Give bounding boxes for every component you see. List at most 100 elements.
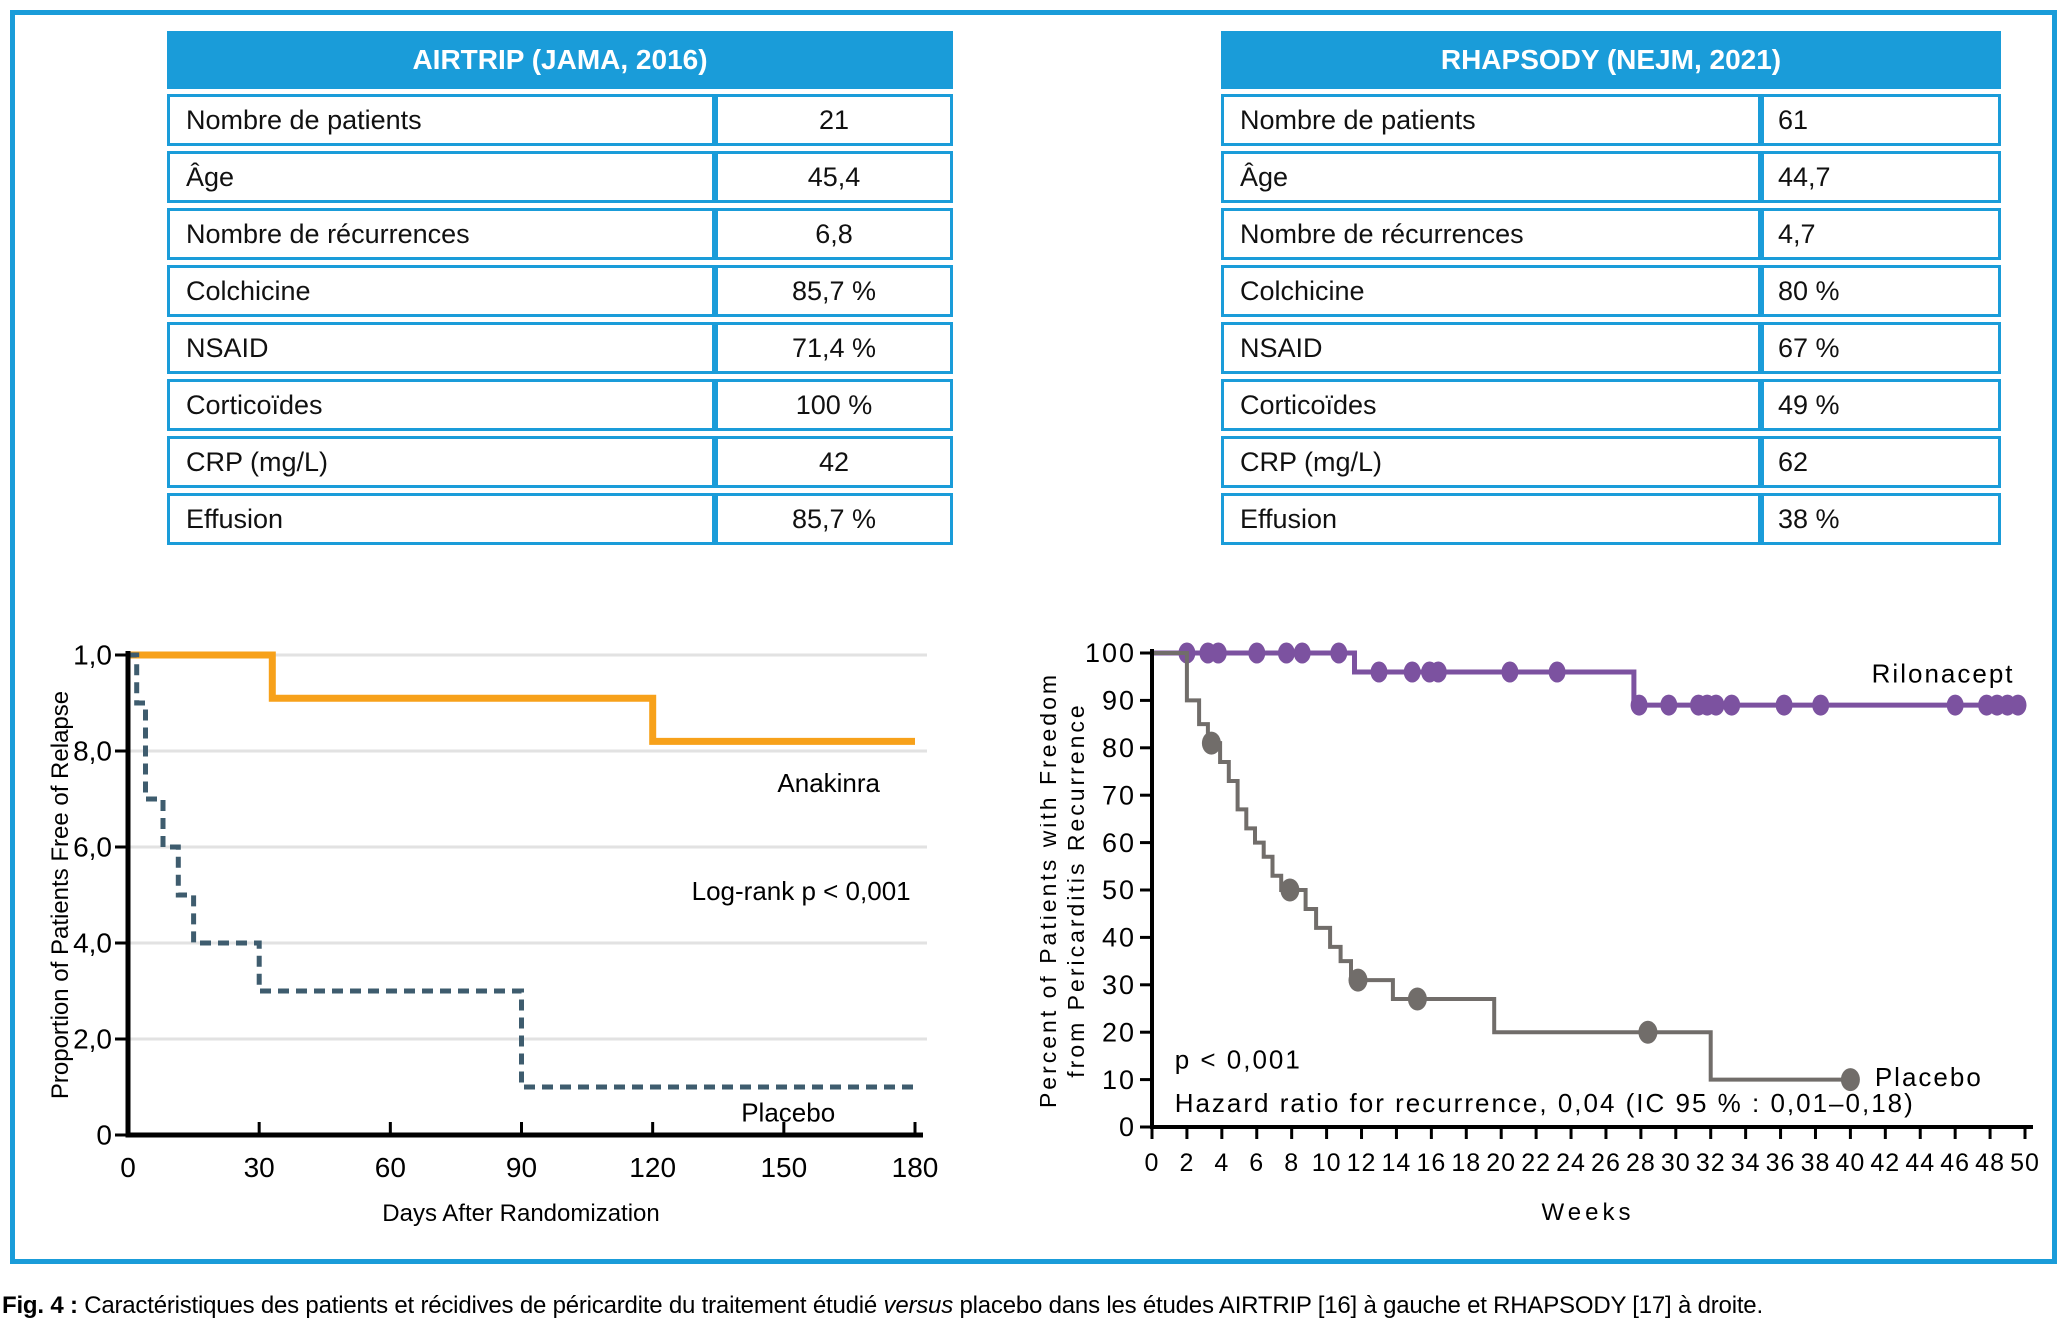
x-tick-label: 150 — [760, 1152, 807, 1183]
table-row-value: 49 % — [1761, 382, 1998, 428]
caption-italic-word: versus — [883, 1292, 954, 1319]
data-marker — [1812, 694, 1830, 716]
data-marker — [1630, 694, 1648, 716]
x-tick-label: 50 — [2010, 1149, 2040, 1177]
data-marker — [1429, 661, 1447, 683]
rhapsody-table-body: Nombre de patients 61 Âge 44,7 Nombre de réc… — [1221, 94, 2001, 545]
caption-text-before: Caractéristiques des patients et récidiv… — [77, 1292, 884, 1319]
x-tick-label: 12 — [1347, 1149, 1377, 1177]
table-row-value: 42 — [715, 439, 950, 485]
x-tick-label: 44 — [1905, 1149, 1935, 1177]
y-axis-title: from Pericarditis Recurrence — [1063, 702, 1089, 1077]
table-row: Nombre de récurrences 6,8 — [167, 208, 953, 260]
table-row: Effusion 38 % — [1221, 493, 2001, 545]
table-row-label: Âge — [170, 154, 715, 200]
x-tick-label: 2 — [1179, 1149, 1194, 1177]
y-tick-label: 1,0 — [73, 640, 112, 671]
airtrip-table-body: Nombre de patients 21 Âge 45,4 Nombre de réc… — [167, 94, 953, 545]
chart-annotation: Placebo — [741, 1098, 835, 1128]
y-axis-title: Proportion of Patients Free of Relapse — [47, 691, 74, 1099]
y-tick-label: 0 — [1119, 1112, 1136, 1142]
x-tick-label: 40 — [1835, 1149, 1865, 1177]
table-row-value: 71,4 % — [715, 325, 950, 371]
table-row-label: Nombre de récurrences — [1224, 211, 1761, 257]
data-marker — [1501, 661, 1519, 683]
x-tick-label: 180 — [892, 1152, 939, 1183]
table-row-label: Nombre de patients — [1224, 97, 1761, 143]
x-tick-label: 4 — [1214, 1149, 1229, 1177]
x-tick-label: 0 — [1145, 1149, 1160, 1177]
table-row-label: CRP (mg/L) — [170, 439, 715, 485]
chart-annotation: p < 0,001 — [1175, 1045, 1302, 1075]
data-marker — [1707, 694, 1725, 716]
table-row: Âge 44,7 — [1221, 151, 2001, 203]
rhapsody-table: RHAPSODY (NEJM, 2021) Nombre de patients… — [1221, 31, 2001, 545]
table-row-value: 62 — [1761, 439, 1998, 485]
x-tick-label: 18 — [1451, 1149, 1481, 1177]
y-axis-title: Percent of Patients with Freedom — [1040, 672, 1061, 1108]
x-tick-label: 22 — [1521, 1149, 1551, 1177]
y-tick-label: 2,0 — [73, 1024, 112, 1055]
x-tick-label: 30 — [1661, 1149, 1691, 1177]
table-row: Nombre de récurrences 4,7 — [1221, 208, 2001, 260]
y-tick-label: 0 — [96, 1120, 112, 1151]
x-tick-label: 38 — [1801, 1149, 1831, 1177]
table-row-value: 44,7 — [1761, 154, 1998, 200]
x-tick-label: 14 — [1382, 1149, 1412, 1177]
table-row-value: 67 % — [1761, 325, 1998, 371]
x-tick-label: 20 — [1486, 1149, 1516, 1177]
table-row-value: 85,7 % — [715, 496, 950, 542]
data-marker — [1277, 642, 1295, 664]
table-row-label: Effusion — [1224, 496, 1761, 542]
x-tick-label: 30 — [244, 1152, 275, 1183]
table-row: Nombre de patients 61 — [1221, 94, 2001, 146]
data-marker — [1209, 642, 1227, 664]
x-tick-label: 36 — [1766, 1149, 1796, 1177]
data-marker — [1840, 1068, 1860, 1092]
table-row-value: 100 % — [715, 382, 950, 428]
figure-caption: Fig. 4 : Caractéristiques des patients e… — [2, 1292, 2065, 1320]
data-marker — [1407, 987, 1427, 1011]
table-row-value: 21 — [715, 97, 950, 143]
x-tick-label: 26 — [1591, 1149, 1621, 1177]
x-tick-label: 34 — [1731, 1149, 1761, 1177]
table-row-label: CRP (mg/L) — [1224, 439, 1761, 485]
table-row-label: Corticoïdes — [1224, 382, 1761, 428]
table-row: Corticoïdes 100 % — [167, 379, 953, 431]
chart-annotation: Placebo — [1875, 1062, 1983, 1092]
table-row-label: Nombre de patients — [170, 97, 715, 143]
data-marker — [1330, 642, 1348, 664]
chart-annotation: Log-rank p < 0,001 — [692, 876, 911, 906]
data-marker — [1723, 694, 1741, 716]
data-marker — [1775, 694, 1793, 716]
y-tick-label: 30 — [1102, 970, 1136, 1000]
table-row-label: Nombre de récurrences — [170, 211, 715, 257]
y-tick-label: 8,0 — [73, 736, 112, 767]
x-tick-label: 0 — [120, 1152, 136, 1183]
table-row: NSAID 71,4 % — [167, 322, 953, 374]
y-tick-label: 100 — [1085, 638, 1136, 668]
x-tick-label: 60 — [375, 1152, 406, 1183]
airtrip-table: AIRTRIP (JAMA, 2016) Nombre de patients 2… — [167, 31, 953, 545]
table-row-label: Âge — [1224, 154, 1761, 200]
x-tick-label: 24 — [1556, 1149, 1586, 1177]
caption-text-after: placebo dans les études AIRTRIP [16] à g… — [953, 1292, 1763, 1319]
rhapsody-table-title: RHAPSODY (NEJM, 2021) — [1221, 31, 2001, 89]
table-row-label: Colchicine — [170, 268, 715, 314]
airtrip-km-chart: 1,0 8,0 6,0 4,0 2,0 00 30 60 90 120 150 180 Days Aft… — [47, 640, 939, 1227]
y-tick-label: 4,0 — [73, 928, 112, 959]
data-marker — [1348, 968, 1368, 992]
data-marker — [1946, 694, 1964, 716]
x-tick-label: 48 — [1975, 1149, 2005, 1177]
table-row: Âge 45,4 — [167, 151, 953, 203]
table-row-value: 4,7 — [1761, 211, 1998, 257]
table-row: CRP (mg/L) 42 — [167, 436, 953, 488]
x-tick-label: 120 — [629, 1152, 676, 1183]
data-marker — [1548, 661, 1566, 683]
x-tick-label: 42 — [1870, 1149, 1900, 1177]
table-row-value: 45,4 — [715, 154, 950, 200]
table-row: NSAID 67 % — [1221, 322, 2001, 374]
table-row-value: 85,7 % — [715, 268, 950, 314]
table-row-label: Colchicine — [1224, 268, 1761, 314]
table-row: Effusion 85,7 % — [167, 493, 953, 545]
